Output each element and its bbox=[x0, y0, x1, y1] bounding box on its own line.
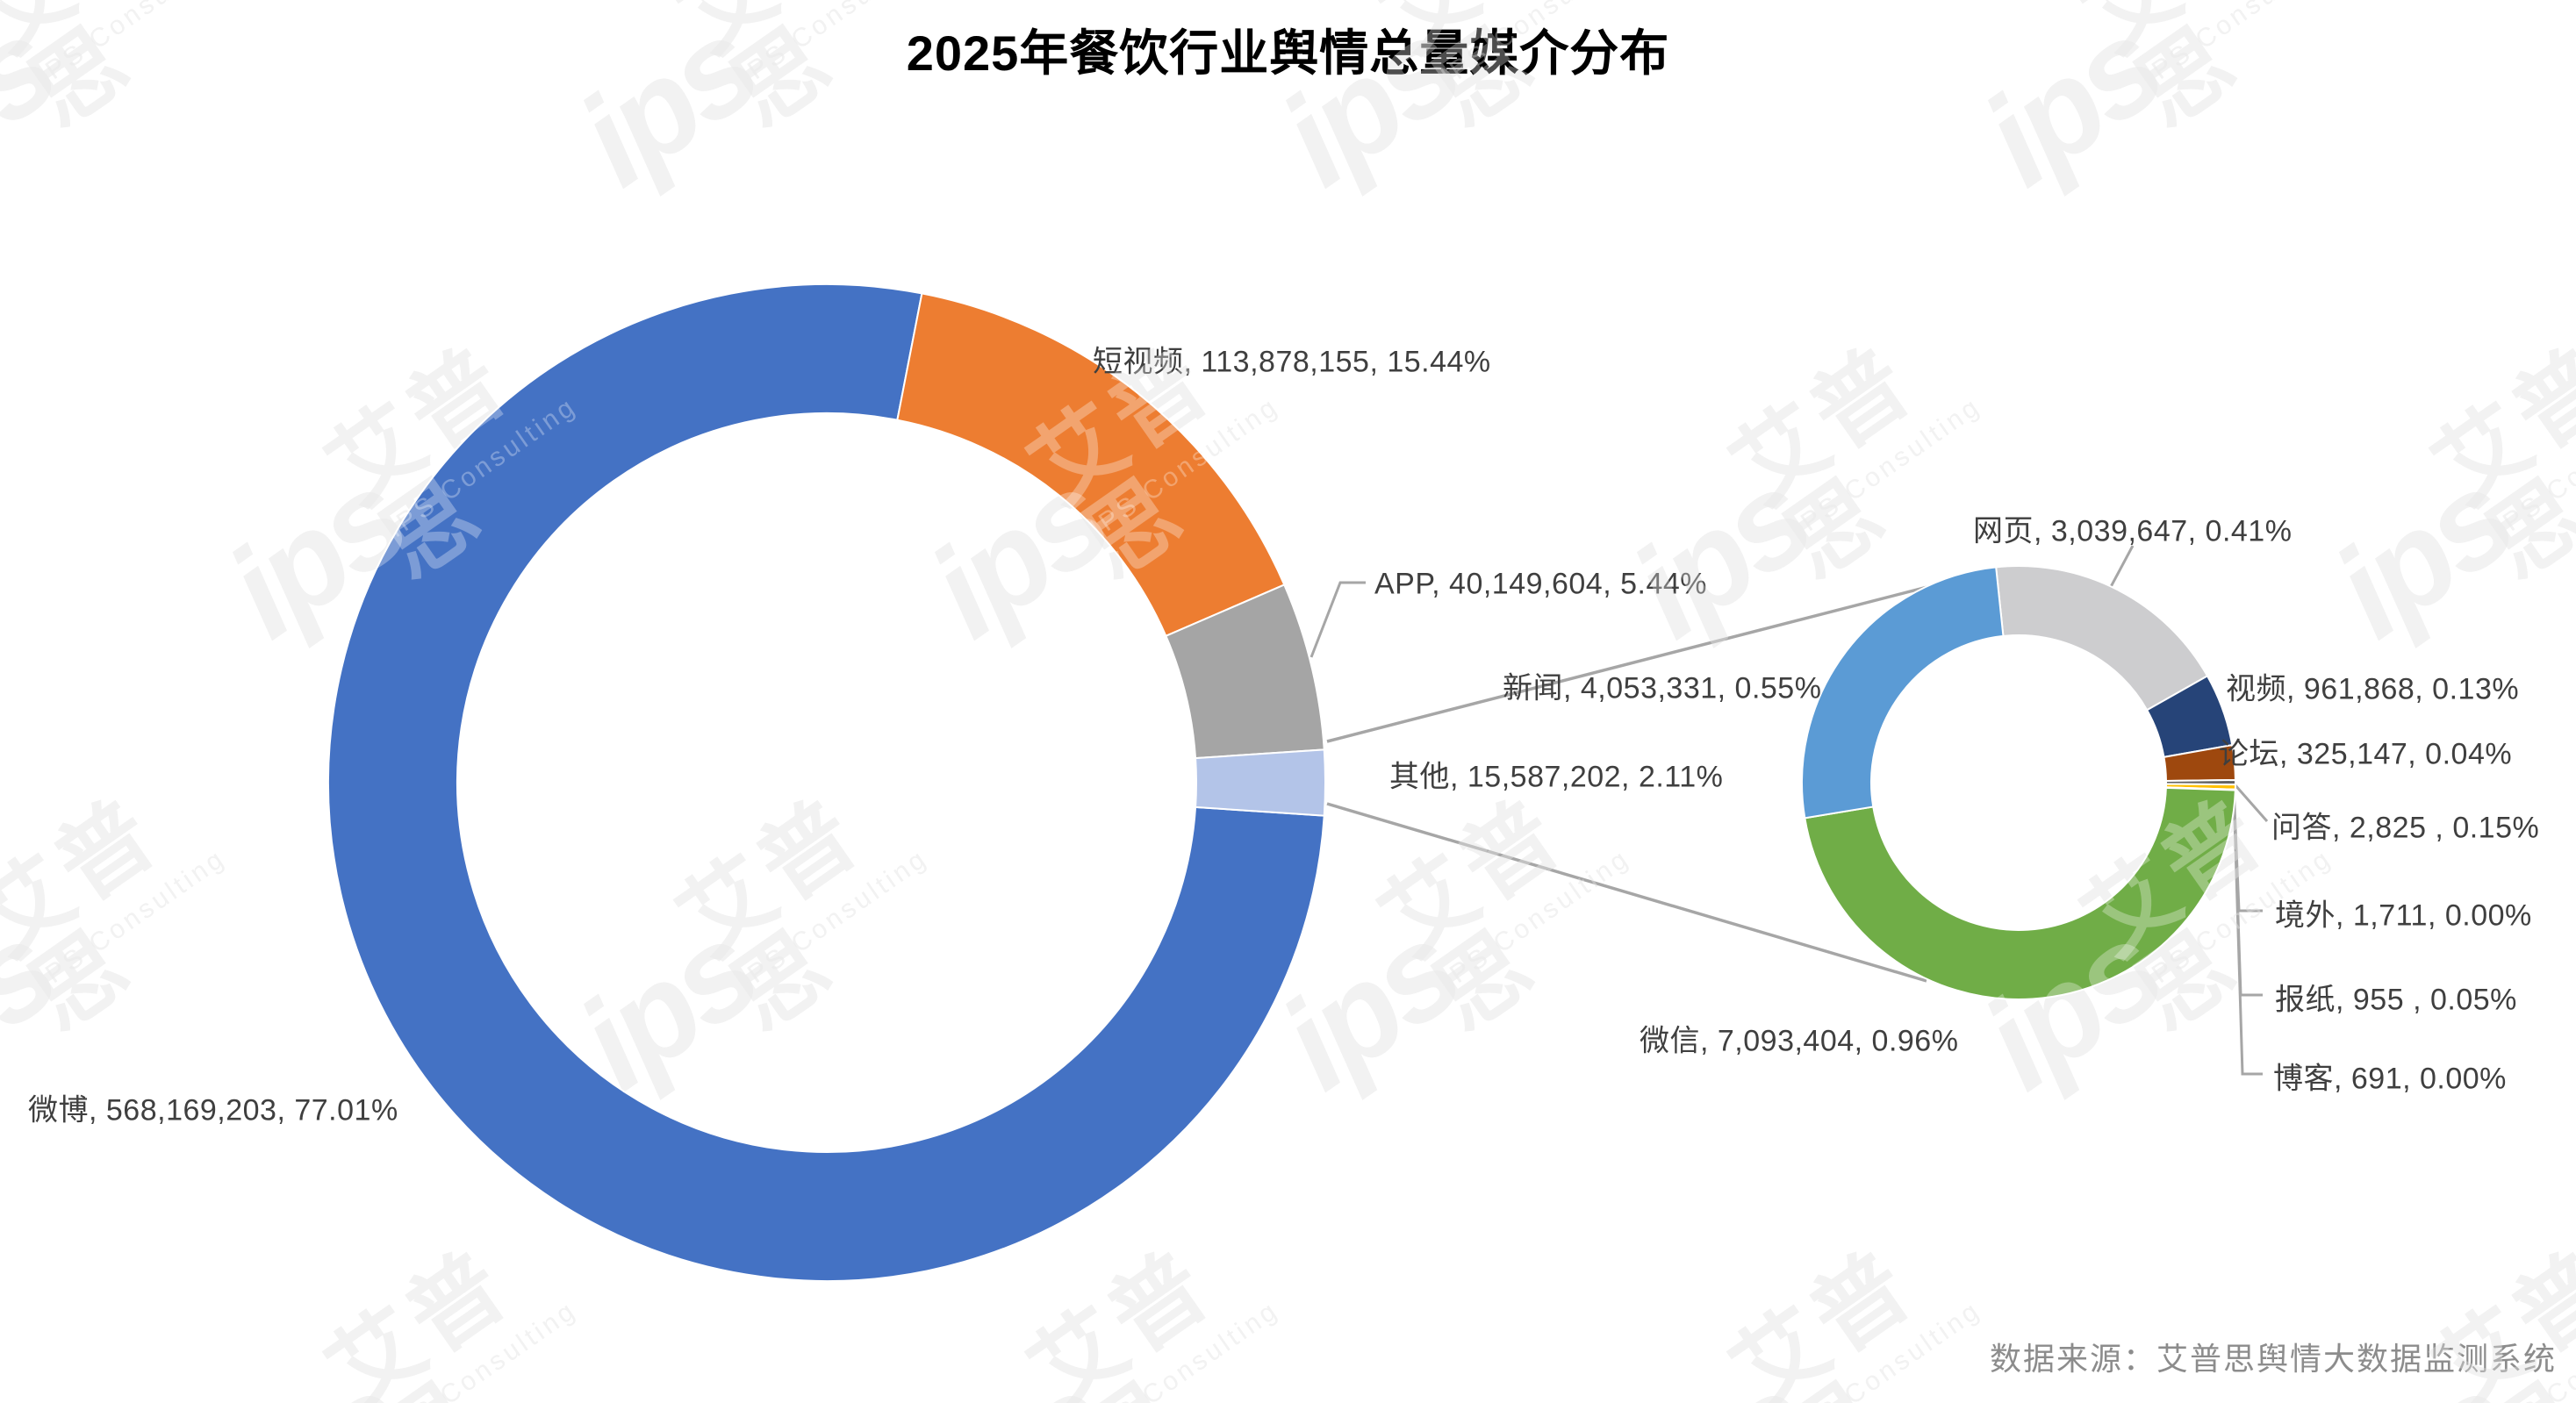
label-video: 视频, 961,868, 0.13% bbox=[2226, 672, 2520, 706]
pie-slice-新闻 bbox=[1801, 566, 2005, 820]
secondary-donut bbox=[1801, 564, 2236, 1000]
label-app: APP, 40,149,604, 5.44% bbox=[1374, 567, 1708, 601]
label-qa: 问答, 2,825 , 0.15% bbox=[2271, 811, 2540, 845]
label-short-video: 短视频, 113,878,155, 15.44% bbox=[1093, 345, 1491, 379]
leader-qa bbox=[2233, 784, 2269, 822]
leader-app bbox=[1310, 581, 1366, 658]
leader-blog bbox=[2232, 786, 2263, 1076]
pie-slice-网页 bbox=[1995, 564, 2209, 712]
label-blog: 博客, 691, 0.00% bbox=[2273, 1062, 2507, 1096]
pie-slice-微信 bbox=[1804, 786, 2236, 1000]
label-forum: 论坛, 325,147, 0.04% bbox=[2219, 737, 2513, 771]
label-wechat: 微信, 7,093,404, 0.96% bbox=[1640, 1024, 1959, 1058]
pie-slice-微博 bbox=[327, 283, 1325, 1282]
label-overseas: 境外, 1,711, 0.00% bbox=[2275, 898, 2532, 933]
series-connector-top bbox=[1326, 570, 1986, 743]
label-webpage: 网页, 3,039,647, 0.41% bbox=[1973, 514, 2293, 548]
series-connector-bottom bbox=[1326, 802, 1927, 983]
pie-slice-其他 bbox=[1195, 748, 1326, 817]
data-source-note: 数据来源：艾普思舆情大数据监测系统 bbox=[1989, 1341, 2557, 1377]
label-other: 其他, 15,587,202, 2.11% bbox=[1389, 760, 1724, 794]
label-news: 新闻, 4,053,331, 0.55% bbox=[1503, 671, 1822, 705]
chart-title: 2025年餐饮行业舆情总量媒介分布 bbox=[906, 25, 1670, 81]
label-weibo: 微博, 568,169,203, 77.01% bbox=[28, 1093, 398, 1127]
main-donut bbox=[327, 283, 1326, 1282]
label-newspaper: 报纸, 955 , 0.05% bbox=[2275, 983, 2517, 1017]
